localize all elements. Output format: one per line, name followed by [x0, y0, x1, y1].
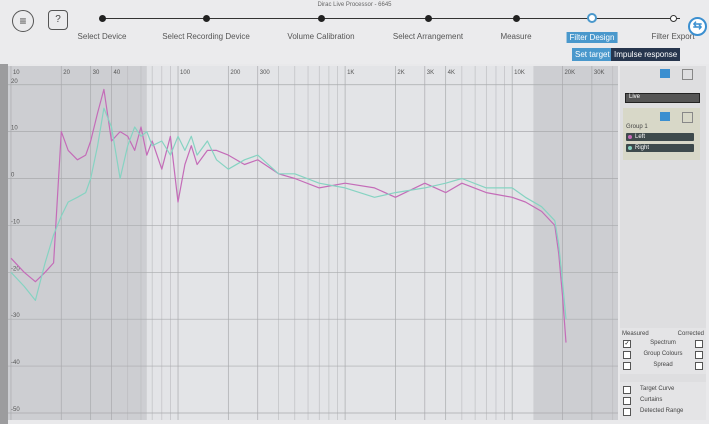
step-dot[interactable] [425, 15, 432, 22]
x-tick-label: 3K [427, 70, 434, 76]
x-tick-label: 30K [594, 70, 605, 76]
legend-swatch [628, 146, 632, 150]
column-header: Corrected [677, 331, 704, 337]
window-title: Dirac Live Processor - 6645 [317, 2, 392, 8]
x-tick-label: 4K [448, 70, 455, 76]
legend-label: Right [635, 145, 650, 151]
icon[interactable] [682, 69, 693, 80]
option-label: Spectrum [650, 340, 676, 346]
y-tick-label: -10 [11, 219, 20, 225]
step-label[interactable]: Select Arrangement [392, 32, 464, 41]
curtain [533, 66, 618, 420]
legend-swatch [628, 135, 632, 139]
checkbox[interactable] [623, 362, 631, 370]
icon[interactable] [660, 112, 670, 121]
step-label[interactable]: Filter Design [566, 32, 618, 43]
step-line [100, 18, 680, 19]
legend-label: Left [635, 134, 646, 140]
x-tick-label: 40 [114, 70, 121, 76]
y-tick-label: -30 [11, 313, 20, 319]
y-tick-label: 20 [11, 79, 18, 85]
x-tick-label: 2K [397, 70, 404, 76]
chart: 10 20 30 40 100 200 300 1K 2K 3K 4K 10K 20K 30K20100-… [8, 66, 618, 420]
checkbox[interactable] [623, 386, 631, 394]
tab[interactable]: Impulse response [611, 48, 681, 61]
x-tick-label: 30 [93, 70, 100, 76]
sidebar: Live Group 1 Left Right Measured Correcte… [620, 66, 706, 420]
x-tick-label: 1K [347, 70, 354, 76]
legend-item[interactable]: Right [626, 144, 694, 152]
live-bar[interactable]: Live [625, 93, 700, 103]
x-tick-label: 20K [564, 70, 575, 76]
x-tick-label: 10K [514, 70, 525, 76]
checkbox[interactable] [695, 351, 703, 359]
column-header: Measured [622, 331, 649, 337]
overlay-label: Target Curve [640, 386, 675, 392]
checkbox[interactable] [623, 397, 631, 405]
group-label: Group 1 [626, 124, 648, 130]
step-label[interactable]: Volume Calibration [287, 32, 355, 41]
option-label: Spread [653, 362, 673, 368]
checkbox[interactable] [623, 351, 631, 359]
display-options: Measured Corrected ✓ Spectrum Group Colour… [620, 328, 706, 374]
overlay-label: Detected Range [640, 408, 684, 414]
y-tick-label: -20 [11, 266, 20, 272]
legend-item[interactable]: Left [626, 133, 694, 141]
tab[interactable]: Set target [572, 48, 613, 61]
x-tick-label: 200 [230, 70, 241, 76]
y-tick-label: -50 [11, 407, 20, 413]
step-dot[interactable] [99, 15, 106, 22]
step-dot[interactable] [203, 15, 210, 22]
y-tick-label: -40 [11, 360, 20, 366]
step-dot[interactable] [318, 15, 325, 22]
x-tick-label: 100 [180, 70, 191, 76]
y-tick-label: 0 [11, 173, 15, 179]
next-button[interactable]: ⇆ [688, 17, 707, 36]
group-box: Group 1 Left Right [623, 108, 700, 160]
menu-button[interactable]: ≡ [12, 10, 34, 32]
icon[interactable] [682, 112, 693, 123]
y-tick-label: 10 [11, 126, 18, 132]
step-dot[interactable] [587, 13, 597, 23]
step-dot[interactable] [513, 15, 520, 22]
icon[interactable] [660, 69, 670, 78]
left-strip [0, 64, 8, 424]
overlay-label: Curtains [640, 397, 663, 403]
series-line [10, 88, 567, 343]
checkbox[interactable] [695, 362, 703, 370]
step-label[interactable]: Filter Export [651, 32, 695, 41]
step-label[interactable]: Select Recording Device [162, 32, 250, 41]
overlays: Target Curve Curtains Detected Range [620, 382, 706, 420]
step-label[interactable]: Measure [500, 32, 532, 41]
step-label[interactable]: Select Device [77, 32, 127, 41]
x-tick-label: 20 [63, 70, 70, 76]
option-label: Group Colours [643, 351, 683, 357]
x-tick-label: 10 [13, 70, 20, 76]
x-tick-label: 300 [260, 70, 271, 76]
checkbox[interactable] [623, 408, 631, 416]
checkbox[interactable]: ✓ [623, 340, 631, 348]
help-button[interactable]: ? [48, 10, 68, 30]
curtain [8, 66, 147, 420]
checkbox[interactable] [695, 340, 703, 348]
series-line [10, 107, 567, 320]
step-dot[interactable] [670, 15, 677, 22]
